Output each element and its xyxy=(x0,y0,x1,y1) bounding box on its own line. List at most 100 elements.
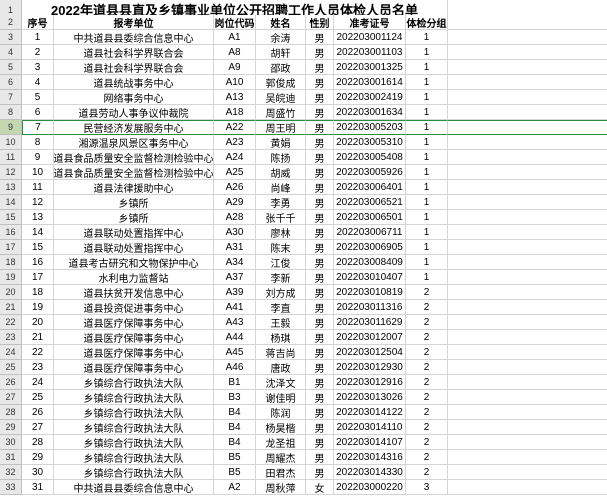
cell-examno[interactable]: 202203005926 xyxy=(334,165,406,180)
cell-group[interactable]: 2 xyxy=(406,360,448,375)
cell-group[interactable]: 2 xyxy=(406,405,448,420)
cell-group[interactable]: 1 xyxy=(406,270,448,285)
cell-post[interactable]: A31 xyxy=(214,240,256,255)
cell-seq[interactable]: 31 xyxy=(22,480,54,495)
cell-seq[interactable]: 19 xyxy=(22,300,54,315)
cell-seq[interactable]: 6 xyxy=(22,105,54,120)
cell-post[interactable]: B1 xyxy=(214,375,256,390)
cell-gender[interactable]: 男 xyxy=(306,315,334,330)
cell-unit[interactable]: 水利电力监督站 xyxy=(54,270,214,285)
row-header-20[interactable]: 20 xyxy=(0,285,22,300)
cell-examno[interactable]: 202203006711 xyxy=(334,225,406,240)
cell-unit[interactable]: 道县食品质量安全监督检测检验中心 xyxy=(54,165,214,180)
cell-examno[interactable]: 202203005310 xyxy=(334,135,406,150)
cell-name[interactable]: 王毅 xyxy=(256,315,306,330)
cell-examno[interactable]: 202203012930 xyxy=(334,360,406,375)
cell-unit[interactable]: 民营经济发展服务中心 xyxy=(54,120,214,135)
cell-examno[interactable]: 202203000220 xyxy=(334,480,406,495)
cell-post[interactable]: B4 xyxy=(214,435,256,450)
cell-gender[interactable]: 男 xyxy=(306,90,334,105)
row-header-22[interactable]: 22 xyxy=(0,315,22,330)
cell-post[interactable]: A2 xyxy=(214,480,256,495)
cell-group[interactable]: 1 xyxy=(406,240,448,255)
cell-gender[interactable]: 男 xyxy=(306,465,334,480)
cell-gender[interactable]: 男 xyxy=(306,330,334,345)
row-header-19[interactable]: 19 xyxy=(0,270,22,285)
cell-gender[interactable]: 男 xyxy=(306,165,334,180)
cell-examno[interactable]: 202203006401 xyxy=(334,180,406,195)
cell-examno[interactable]: 202203006501 xyxy=(334,210,406,225)
row-header-25[interactable]: 25 xyxy=(0,360,22,375)
cell-group[interactable]: 1 xyxy=(406,75,448,90)
cell-group[interactable]: 1 xyxy=(406,195,448,210)
cell-gender[interactable]: 男 xyxy=(306,135,334,150)
cell-examno[interactable]: 202203014110 xyxy=(334,420,406,435)
cell-seq[interactable]: 25 xyxy=(22,390,54,405)
cell-unit[interactable]: 中共道县县委综合信息中心 xyxy=(54,30,214,45)
cell-examno[interactable]: 202203006905 xyxy=(334,240,406,255)
cell-examno[interactable]: 202203001103 xyxy=(334,45,406,60)
cell-post[interactable]: A43 xyxy=(214,315,256,330)
cell-name[interactable]: 江俊 xyxy=(256,255,306,270)
cell-gender[interactable]: 男 xyxy=(306,375,334,390)
cell-seq[interactable]: 29 xyxy=(22,450,54,465)
cell-examno[interactable]: 202203010819 xyxy=(334,285,406,300)
cell-post[interactable]: A22 xyxy=(214,120,256,135)
cell-post[interactable]: A18 xyxy=(214,105,256,120)
cell-seq[interactable]: 30 xyxy=(22,465,54,480)
cell-unit[interactable]: 乡镇所 xyxy=(54,195,214,210)
cell-seq[interactable]: 3 xyxy=(22,60,54,75)
cell-group[interactable]: 2 xyxy=(406,345,448,360)
cell-group[interactable]: 2 xyxy=(406,435,448,450)
cell-examno[interactable]: 202203008409 xyxy=(334,255,406,270)
row-header-16[interactable]: 16 xyxy=(0,225,22,240)
cell-name[interactable]: 李直 xyxy=(256,300,306,315)
cell-gender[interactable]: 男 xyxy=(306,225,334,240)
cell-name[interactable]: 周耀杰 xyxy=(256,450,306,465)
cell-unit[interactable]: 道县投资促进事务中心 xyxy=(54,300,214,315)
cell-post[interactable]: A28 xyxy=(214,210,256,225)
cell-post[interactable]: A23 xyxy=(214,135,256,150)
cell-post[interactable]: A1 xyxy=(214,30,256,45)
cell-unit[interactable]: 乡镇综合行政执法大队 xyxy=(54,375,214,390)
cell-name[interactable]: 余涛 xyxy=(256,30,306,45)
cell-seq[interactable]: 2 xyxy=(22,45,54,60)
cell-unit[interactable]: 道县医疗保障事务中心 xyxy=(54,315,214,330)
cell-unit[interactable]: 中共道县县委综合信息中心 xyxy=(54,480,214,495)
cell-group[interactable]: 1 xyxy=(406,255,448,270)
cell-name[interactable]: 刘方成 xyxy=(256,285,306,300)
cell-group[interactable]: 2 xyxy=(406,330,448,345)
cell-name[interactable]: 李勇 xyxy=(256,195,306,210)
cell-gender[interactable]: 男 xyxy=(306,390,334,405)
cell-name[interactable]: 谢佳明 xyxy=(256,390,306,405)
cell-post[interactable]: B4 xyxy=(214,420,256,435)
cell-group[interactable]: 3 xyxy=(406,480,448,495)
cell-name[interactable]: 周盛竹 xyxy=(256,105,306,120)
cell-group[interactable]: 2 xyxy=(406,375,448,390)
row-header-27[interactable]: 27 xyxy=(0,390,22,405)
cell-name[interactable]: 沈泽文 xyxy=(256,375,306,390)
cell-post[interactable]: B4 xyxy=(214,405,256,420)
cell-examno[interactable]: 202203011316 xyxy=(334,300,406,315)
cell-unit[interactable]: 乡镇综合行政执法大队 xyxy=(54,450,214,465)
cell-unit[interactable]: 道县医疗保障事务中心 xyxy=(54,360,214,375)
cell-unit[interactable]: 网络事务中心 xyxy=(54,90,214,105)
cell-group[interactable]: 2 xyxy=(406,300,448,315)
row-header-4[interactable]: 4 xyxy=(0,45,22,60)
cell-name[interactable]: 郭俊成 xyxy=(256,75,306,90)
cell-post[interactable]: A41 xyxy=(214,300,256,315)
spreadsheet[interactable]: 12022年道县县直及乡镇事业单位公开招聘工作人员体检人员名单2序号报考单位岗位… xyxy=(0,0,607,495)
row-header-8[interactable]: 8 xyxy=(0,105,22,120)
cell-seq[interactable]: 12 xyxy=(22,195,54,210)
cell-seq[interactable]: 10 xyxy=(22,165,54,180)
cell-unit[interactable]: 道县食品质量安全监督检测检验中心 xyxy=(54,150,214,165)
cell-unit[interactable]: 道县扶贫开发信息中心 xyxy=(54,285,214,300)
cell-post[interactable]: A45 xyxy=(214,345,256,360)
cell-name[interactable]: 唐政 xyxy=(256,360,306,375)
cell-post[interactable]: A34 xyxy=(214,255,256,270)
cell-gender[interactable]: 男 xyxy=(306,435,334,450)
cell-examno[interactable]: 202203014316 xyxy=(334,450,406,465)
cell-seq[interactable]: 23 xyxy=(22,360,54,375)
cell-unit[interactable]: 湘源温泉风景区事务中心 xyxy=(54,135,214,150)
cell-gender[interactable]: 男 xyxy=(306,30,334,45)
